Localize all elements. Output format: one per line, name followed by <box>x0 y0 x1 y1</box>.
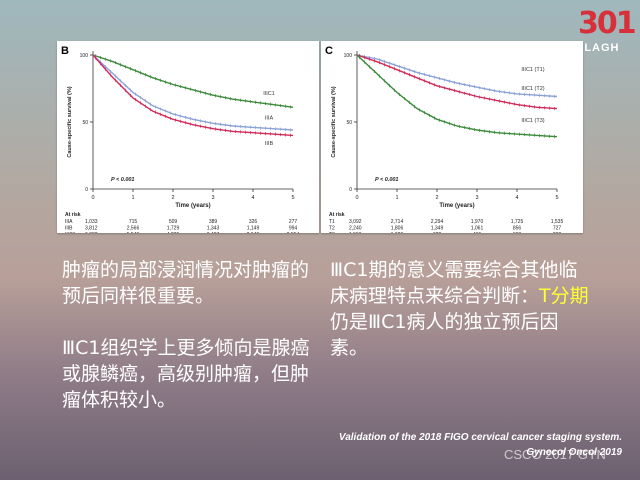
chart-c-x-tick-label: 4 <box>515 195 518 201</box>
survival-chart-b-svg: B 0 50 100 0 1 2 3 4 5 Cause-specific survival (%)… <box>61 45 300 233</box>
chart-c-risk-cell: 2,294 <box>431 219 444 225</box>
chart-b-y-tick-label: 100 <box>80 53 89 59</box>
chart-b-series-label-2: IIIB <box>265 141 274 147</box>
citation-journal: Gynecol Oncol 2019 <box>526 447 622 458</box>
chart-c-risk-cell: 292 <box>553 232 562 233</box>
chart-c-y-tick-label: 50 <box>346 120 352 126</box>
chart-c-risk-title: At risk <box>329 212 345 218</box>
chart-c-risk-cell: 856 <box>513 226 522 232</box>
chart-c-risk-row-label: T2 <box>329 226 335 232</box>
chart-c-risk-cell: 1,535 <box>551 219 564 225</box>
chart-c-x-tick-label: 3 <box>475 195 478 201</box>
chart-c-risk-cell: 1,806 <box>391 226 404 232</box>
chart-c-series-line-2 <box>356 54 558 138</box>
chart-b-risk-cell: 4,285 <box>167 232 180 233</box>
survival-chart-c: C 0 50 100 0 1 2 3 4 5 Cause-specific survival (%)… <box>321 41 583 233</box>
chart-b-risk-title: At risk <box>65 212 81 218</box>
chart-c-x-tick-label: 2 <box>435 195 438 201</box>
chart-b-risk-cell: 2,949 <box>247 232 260 233</box>
chart-b-risk-cell: 994 <box>289 226 298 232</box>
chart-c-p-value: P < 0.001 <box>375 177 399 183</box>
chart-b-series-label-1: IIIA <box>265 115 274 121</box>
chart-b-risk-cell: 1,033 <box>85 219 98 225</box>
chart-b-risk-cell: 1,729 <box>167 226 180 232</box>
chart-b-x-tick-label: 3 <box>211 195 214 201</box>
chart-c-risk-cell: 727 <box>553 226 562 232</box>
chart-b-series-line-2 <box>92 54 294 137</box>
chart-c-risk-cell: 1,725 <box>511 219 524 225</box>
chart-c-risk-cell: 1,061 <box>471 226 484 232</box>
chart-c-risk-cell: 368 <box>513 232 522 233</box>
chart-c-y-tick-label: 0 <box>349 187 352 193</box>
survival-chart-b: B 0 50 100 0 1 2 3 4 5 Cause-specific survival (%)… <box>57 41 319 233</box>
survival-chart-c-svg: C 0 50 100 0 1 2 3 4 5 Cause-specific survival (%)… <box>325 45 564 233</box>
chart-b-risk-cell: 277 <box>289 219 298 225</box>
chart-c-series-label-2: IIIC1 (T3) <box>521 118 544 124</box>
text-significance-a: ⅢC1期的意义需要综合其他临床病理特点来综合判断： <box>330 259 578 307</box>
chart-b-risk-cell: 3,497 <box>207 232 220 233</box>
chart-c-series-line-1 <box>356 54 558 110</box>
chart-b-x-tick-label: 0 <box>91 195 94 201</box>
chart-b-risk-cell: 715 <box>129 219 138 225</box>
chart-c-risk-cell: 1,556 <box>349 232 362 233</box>
chart-b-x-tick-label: 1 <box>131 195 134 201</box>
chart-c-y-tick-label: 100 <box>344 53 353 59</box>
text-local-invasion: 肿瘤的局部浸润情况对肿瘤的预后同样很重要。 <box>62 259 310 307</box>
chart-b-risk-row-label: IIIC1 <box>65 232 76 233</box>
chart-c-risk-row-label: T1 <box>329 219 335 225</box>
chart-b-p-value: P < 0.001 <box>111 177 135 183</box>
chart-b-y-axis-label: Cause-specific survival (%) <box>67 86 73 157</box>
text-t-stage-highlight: T分期 <box>539 285 589 307</box>
chart-b-risk-row-label: IIIA <box>65 219 73 225</box>
logo-mark: 301 <box>578 6 637 41</box>
chart-b-risk-cell: 2,554 <box>287 232 300 233</box>
citation-title: Validation of the 2018 FIGO cervical can… <box>338 432 622 443</box>
chart-c-x-tick-label: 1 <box>395 195 398 201</box>
chart-b-risk-cell: 2,566 <box>127 226 140 232</box>
chart-c-risk-cell: 2,714 <box>391 219 404 225</box>
text-histology: ⅢC1组织学上更多倾向是腺癌或腺鳞癌，高级别肿瘤，但肿瘤体积较小。 <box>62 337 310 411</box>
chart-b-panel-label: B <box>61 45 69 57</box>
chart-c-panel-label: C <box>325 45 333 57</box>
chart-b-x-tick-label: 2 <box>171 195 174 201</box>
chart-c-risk-cell: 1,970 <box>471 219 484 225</box>
chart-c-series-line-0 <box>356 54 558 98</box>
chart-b-risk-cell: 509 <box>169 219 178 225</box>
chart-b-risk-cell: 326 <box>249 219 258 225</box>
chart-c-risk-cell: 466 <box>473 232 482 233</box>
chart-b-risk-cell: 1,149 <box>247 226 260 232</box>
chart-c-series-label-1: IIIC1 (T2) <box>521 86 544 92</box>
chart-c-risk-cell: 1,029 <box>391 232 404 233</box>
chart-b-x-tick-label: 4 <box>251 195 254 201</box>
chart-c-x-tick-label: 0 <box>355 195 358 201</box>
chart-c-y-axis-label: Cause-specific survival (%) <box>331 86 337 157</box>
chart-b-series-label-0: IIIC1 <box>263 91 275 97</box>
chart-c-series-label-0: IIIC1 (T1) <box>521 67 544 73</box>
chart-b-risk-cell: 389 <box>209 219 218 225</box>
chart-b-risk-cell: 1,343 <box>207 226 220 232</box>
chart-b-risk-cell: 6,888 <box>85 232 98 233</box>
chart-b-risk-row-label: IIIB <box>65 226 73 232</box>
chart-b-x-tick-label: 5 <box>291 195 294 201</box>
chart-c-risk-row-label: T3 <box>329 232 335 233</box>
chart-b-series-line-1 <box>92 54 294 131</box>
chart-b-series-line-0 <box>92 54 294 108</box>
plagh-logo: 301 PLAGH <box>574 6 637 62</box>
chart-c-x-tick-label: 5 <box>555 195 558 201</box>
chart-b-risk-cell: 5,549 <box>127 232 140 233</box>
chart-b-y-tick-label: 50 <box>82 120 88 126</box>
chart-c-x-axis-label: Time (years) <box>439 203 474 209</box>
chart-c-risk-cell: 2,240 <box>349 226 362 232</box>
watermark: CSCO 2017 GYN <box>504 447 606 462</box>
text-significance: ⅢC1期的意义需要综合其他临床病理特点来综合判断：T分期仍是ⅢC1病人的独立预后… <box>330 257 590 361</box>
text-significance-b: 仍是ⅢC1病人的独立预后因素。 <box>330 311 559 359</box>
chart-c-risk-cell: 622 <box>433 232 442 233</box>
chart-c-risk-cell: 3,092 <box>349 219 362 225</box>
chart-b-risk-cell: 3,812 <box>85 226 98 232</box>
logo-text: PLAGH <box>576 42 620 54</box>
chart-b-x-axis-label: Time (years) <box>175 203 210 209</box>
chart-b-y-tick-label: 0 <box>85 187 88 193</box>
chart-c-risk-cell: 1,349 <box>431 226 444 232</box>
